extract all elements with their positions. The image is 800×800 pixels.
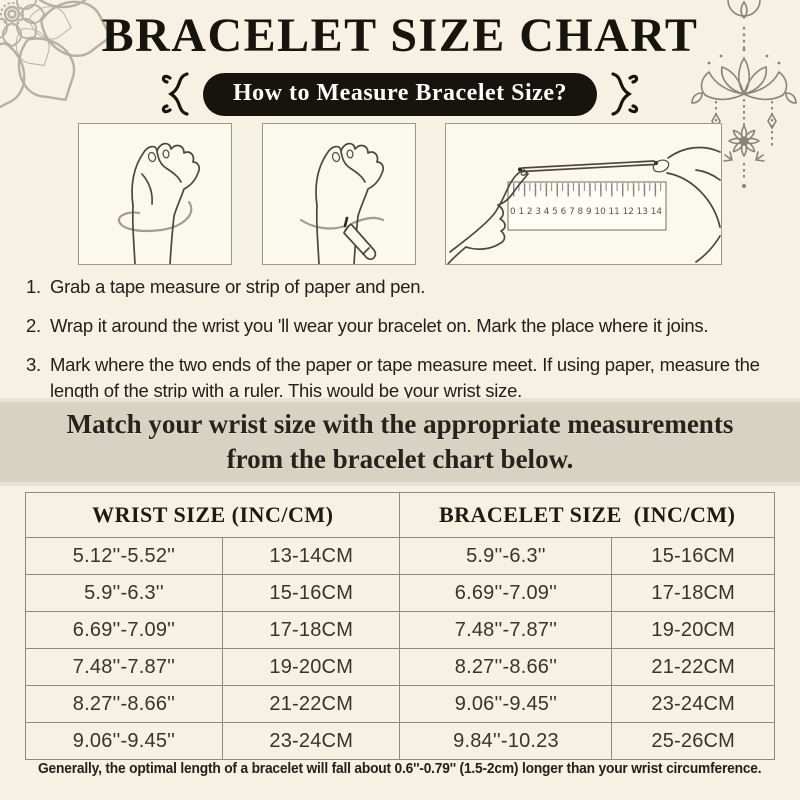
step-number: 3.	[26, 353, 41, 375]
wrist-inch-cell: 9.06''-9.45''	[25, 722, 223, 760]
wrist-inch-cell: 7.48''-7.87''	[25, 648, 223, 686]
step-number: 2.	[26, 314, 41, 336]
wrist-cm-cell: 15-16CM	[221, 574, 401, 612]
footer-note-text: Generally, the optimal length of a brace…	[38, 761, 762, 777]
bracelet-cm-cell: 25-26CM	[611, 722, 775, 760]
bracelet-cm-cell: 21-22CM	[611, 648, 775, 686]
table-row: 7.48''-7.87'' 19-20CM 8.27''-8.66'' 21-2…	[25, 648, 775, 686]
wrist-size-header: WRIST SIZE (INC/CM)	[24, 492, 401, 538]
size-chart-table: WRIST SIZE (INC/CM) BRACELET SIZE (INC/C…	[24, 492, 775, 760]
instruction-step-3: 3. Mark where the two ends of the paper …	[26, 352, 786, 404]
bracelet-inch-cell: 9.84''-10.23	[399, 722, 613, 760]
table-row: 8.27''-8.66'' 21-22CM 9.06''-9.45'' 23-2…	[25, 685, 775, 723]
wrist-cm-cell: 13-14CM	[221, 537, 401, 575]
match-size-banner: Match your wrist size with the appropria…	[0, 398, 800, 486]
wrist-inch-cell: 5.9''-6.3''	[25, 574, 223, 612]
table-row: 6.69''-7.09'' 17-18CM 7.48''-7.87'' 19-2…	[25, 611, 775, 649]
wrist-cm-cell: 17-18CM	[221, 611, 401, 649]
flourish-right-icon	[611, 72, 639, 116]
step-number: 1.	[26, 276, 41, 297]
bracelet-cm-cell: 19-20CM	[611, 611, 775, 649]
instruction-step-1: 1. Grab a tape measure or strip of paper…	[26, 274, 786, 300]
bracelet-inch-cell: 5.9''-6.3''	[399, 537, 613, 575]
ruler-numbers: 0 1 2 3 4 5 6 7 8 9 10 11 12 13 14	[510, 207, 662, 217]
bracelet-size-header: BRACELET SIZE (INC/CM)	[399, 492, 775, 538]
step-text: Grab a tape measure or strip of paper an…	[50, 276, 426, 297]
match-size-line1: Match your wrist size with the appropria…	[66, 408, 734, 439]
step3-ruler-measure-illustration: 0 1 2 3 4 5 6 7 8 9 10 11 12 13 14	[445, 123, 722, 265]
wrist-inch-cell: 5.12''-5.52''	[25, 537, 223, 575]
table-row: 5.9''-6.3'' 15-16CM 6.69''-7.09'' 17-18C…	[25, 574, 775, 612]
table-header-row: WRIST SIZE (INC/CM) BRACELET SIZE (INC/C…	[24, 492, 775, 538]
bracelet-inch-cell: 7.48''-7.87''	[399, 611, 613, 649]
instruction-step-2: 2. Wrap it around the wrist you 'll wear…	[26, 313, 786, 339]
page-title: BRACELET SIZE CHART	[101, 9, 699, 62]
wrist-cm-cell: 19-20CM	[221, 648, 401, 686]
step-text: Mark where the two ends of the paper or …	[50, 353, 760, 401]
table-row: 9.06''-9.45'' 23-24CM 9.84''-10.23 25-26…	[25, 722, 775, 760]
bracelet-cm-cell: 15-16CM	[611, 537, 775, 575]
flourish-left-icon	[161, 72, 189, 116]
bracelet-inch-cell: 6.69''-7.09''	[399, 574, 613, 612]
wrist-cm-cell: 21-22CM	[221, 685, 401, 723]
match-size-line2: from the bracelet chart below.	[226, 444, 574, 474]
bracelet-cm-cell: 23-24CM	[611, 685, 775, 723]
step-text: Wrap it around the wrist you 'll wear yo…	[50, 314, 709, 336]
banner-row: How to Measure Bracelet Size?	[0, 70, 800, 118]
step2-mark-pen-illustration	[262, 123, 416, 265]
footer-note: Generally, the optimal length of a brace…	[0, 760, 800, 778]
instructions-list: 1. Grab a tape measure or strip of paper…	[26, 274, 786, 417]
banner-pill: How to Measure Bracelet Size?	[203, 72, 597, 116]
bracelet-inch-cell: 8.27''-8.66''	[399, 648, 613, 686]
table-row: 5.12''-5.52'' 13-14CM 5.9''-6.3'' 15-16C…	[25, 537, 775, 575]
wrist-cm-cell: 23-24CM	[221, 722, 401, 760]
bracelet-inch-cell: 9.06''-9.45''	[399, 685, 613, 723]
wrist-inch-cell: 8.27''-8.66''	[25, 685, 223, 723]
bracelet-cm-cell: 17-18CM	[611, 574, 775, 612]
step1-wrap-wrist-illustration	[78, 123, 232, 265]
wrist-inch-cell: 6.69''-7.09''	[25, 611, 223, 649]
